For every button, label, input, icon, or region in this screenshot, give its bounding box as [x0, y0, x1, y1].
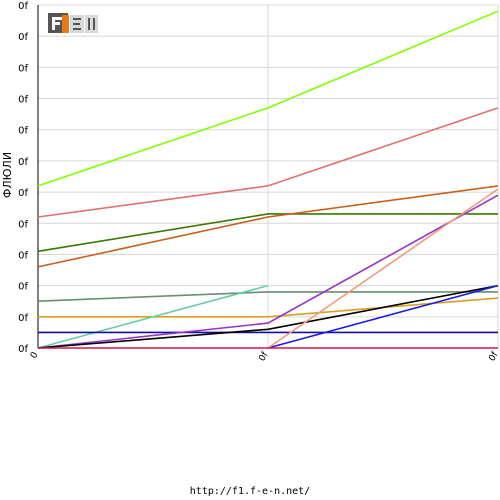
y-tick-label: 0f	[18, 188, 28, 199]
footer-url[interactable]: http://f1.f-e-n.net/	[189, 486, 311, 497]
grid	[38, 4, 499, 348]
y-tick-label: 0f	[18, 282, 28, 293]
series-line-9	[37, 194, 499, 349]
series-lines	[37, 10, 499, 349]
y-tick-label: 0f	[18, 250, 28, 261]
y-tick-label: 0f	[18, 95, 28, 106]
f1en-logo	[46, 12, 100, 34]
y-tick-label: 0f	[18, 1, 28, 12]
x-tick-label: 0f	[257, 350, 271, 363]
series-line-12	[267, 188, 499, 349]
series-line-5	[37, 291, 498, 302]
series-line-2	[37, 107, 499, 218]
y-tick-label: 0f	[18, 126, 28, 137]
series-line-7	[37, 284, 269, 349]
y-tick-label: 0f	[18, 344, 28, 355]
x-tick-label: 0	[29, 350, 41, 360]
y-tick-label: 0f	[18, 32, 28, 43]
y-tick-label: 0f	[18, 63, 28, 74]
series-line-6	[38, 297, 499, 318]
y-axis-title: ФЛЮЛИ	[1, 152, 14, 198]
series-line-1	[37, 10, 499, 187]
y-tick-labels: 0f 0f 0f 0f 0f 0f 0f 0f 0f 0f 0f 0f	[18, 1, 28, 355]
x-tick-labels: 0 0f 0f	[29, 350, 500, 363]
series-line-10	[37, 284, 499, 349]
y-tick-label: 0f	[18, 219, 28, 230]
series-line-11	[267, 284, 499, 349]
x-tick-label: 0f	[487, 350, 500, 363]
series-line-3	[37, 213, 498, 253]
series-line-4	[37, 185, 499, 268]
y-tick-label: 0f	[18, 313, 28, 324]
y-tick-label: 0f	[18, 157, 28, 168]
